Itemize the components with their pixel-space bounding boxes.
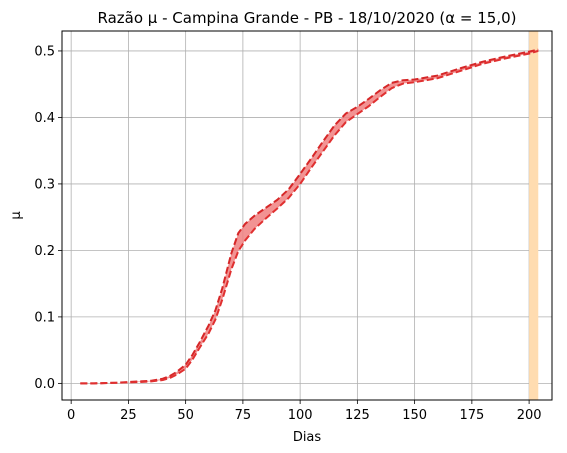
highlight-band-layer [529,31,539,400]
plot-frame [61,30,553,401]
x-tick-label: 0 [67,408,75,423]
x-tick-label: 125 [345,408,370,423]
series-layer [80,48,539,385]
x-tick-label: 25 [120,408,137,423]
y-tick-label: 0.2 [34,244,55,259]
x-tick-label: 75 [235,408,252,423]
y-tick-label: 0.0 [34,377,55,392]
x-tick-label: 50 [177,408,194,423]
y-tick-label: 0.5 [34,44,55,59]
chart-title: Razão μ - Campina Grande - PB - 18/10/20… [97,9,516,27]
x-tick-label: 200 [517,408,542,423]
highlight-band [529,31,539,400]
x-axis-ticks: 0 25 50 75 100 125 150 175 200 [67,400,542,423]
grid [62,31,552,400]
y-axis-label: μ [9,211,24,219]
series-line-lower [80,49,539,385]
y-tick-label: 0.3 [34,177,55,192]
y-axis-ticks: 0.0 0.1 0.2 0.3 0.4 0.5 [34,44,62,392]
series-line-upper [80,48,539,385]
x-tick-label: 100 [288,408,313,423]
y-tick-label: 0.1 [34,310,55,325]
x-tick-label: 150 [402,408,427,423]
x-axis-label: Dias [293,430,322,445]
x-tick-label: 175 [459,408,484,423]
y-tick-label: 0.4 [34,111,55,126]
